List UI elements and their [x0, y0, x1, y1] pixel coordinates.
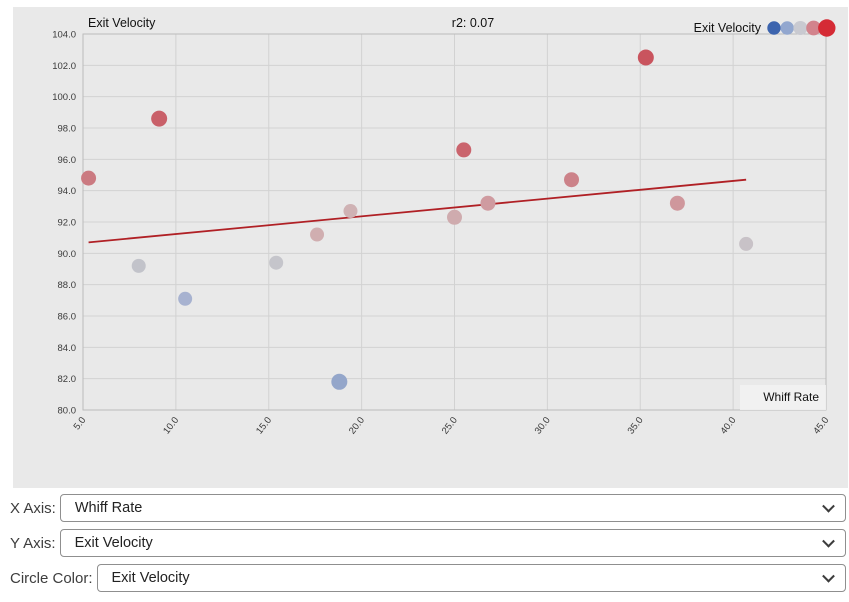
circle-color-label: Circle Color: — [10, 569, 93, 587]
y-tick-label: 96.0 — [58, 155, 77, 166]
data-point[interactable] — [310, 227, 325, 242]
x-axis-select[interactable]: Whiff Rate — [59, 494, 846, 522]
y-tick-label: 98.0 — [58, 124, 77, 135]
x-tick-label: 15.0 — [254, 415, 274, 436]
legend-swatch — [780, 21, 794, 35]
legend-swatch — [818, 19, 836, 37]
y-axis-title: Exit Velocity — [88, 16, 156, 30]
data-point[interactable] — [331, 373, 348, 390]
data-point[interactable] — [739, 236, 754, 251]
y-tick-label: 100.0 — [52, 92, 76, 103]
y-tick-label: 90.0 — [58, 249, 77, 260]
data-point[interactable] — [343, 204, 358, 219]
y-tick-label: 84.0 — [58, 343, 77, 354]
x-axis-label: X Axis: — [10, 499, 56, 517]
data-point[interactable] — [637, 49, 654, 66]
x-tick-label: 45.0 — [811, 415, 831, 436]
y-tick-label: 92.0 — [58, 218, 77, 229]
x-axis-label-box — [740, 385, 826, 410]
plot-border — [82, 33, 827, 411]
legend-swatch — [793, 21, 808, 35]
legend-swatch — [806, 20, 821, 36]
data-point[interactable] — [480, 195, 496, 211]
x-tick-label: 30.0 — [533, 415, 553, 436]
chart-panel: 80.0 82.0 84.0 86.0 88.0 90.0 92.0 94.0 96.0 98.0… — [13, 7, 848, 488]
y-axis-control-row: Y Axis: Exit Velocity — [10, 529, 846, 557]
legend-swatch — [767, 21, 781, 35]
x-axis-control-row: X Axis: Whiff Rate — [10, 494, 846, 522]
x-tick-label: 35.0 — [626, 415, 646, 436]
data-point[interactable] — [447, 209, 462, 225]
y-axis-select[interactable]: Exit Velocity — [59, 529, 846, 557]
chart-title-r2: r2: 0.07 — [452, 16, 494, 30]
axis-controls: X Axis: Whiff Rate Y Axis: Exit Velocity… — [10, 494, 846, 599]
data-point[interactable] — [669, 195, 685, 211]
data-point[interactable] — [81, 170, 97, 186]
y-tick-label: 82.0 — [58, 374, 77, 385]
scatter-plot[interactable]: 80.0 82.0 84.0 86.0 88.0 90.0 92.0 94.0 96.0 98.0… — [13, 7, 848, 488]
x-tick-label: 10.0 — [161, 415, 181, 436]
y-tick-label: 86.0 — [58, 312, 77, 323]
circle-color-control-row: Circle Color: Exit Velocity — [10, 564, 846, 592]
trend-line — [88, 178, 747, 244]
data-point[interactable] — [564, 172, 580, 188]
y-tick-label: 94.0 — [58, 186, 77, 197]
x-tick-label: 5.0 — [72, 415, 89, 432]
y-axis-label: Y Axis: — [10, 534, 56, 552]
data-point[interactable] — [131, 258, 146, 273]
data-point[interactable] — [269, 255, 284, 270]
y-tick-label: 104.0 — [52, 30, 76, 41]
legend-title: Exit Velocity — [694, 21, 762, 35]
circle-color-select[interactable]: Exit Velocity — [96, 564, 846, 592]
x-axis-title: Whiff Rate — [763, 390, 819, 404]
y-tick-label: 80.0 — [58, 406, 77, 417]
y-tick-label: 102.0 — [52, 61, 76, 72]
data-point[interactable] — [456, 142, 472, 158]
x-tick-label: 40.0 — [718, 415, 738, 436]
data-point[interactable] — [178, 291, 193, 306]
data-point[interactable] — [151, 110, 168, 127]
x-tick-label: 20.0 — [347, 415, 367, 436]
y-tick-label: 88.0 — [58, 280, 77, 291]
x-tick-label: 25.0 — [440, 415, 460, 436]
